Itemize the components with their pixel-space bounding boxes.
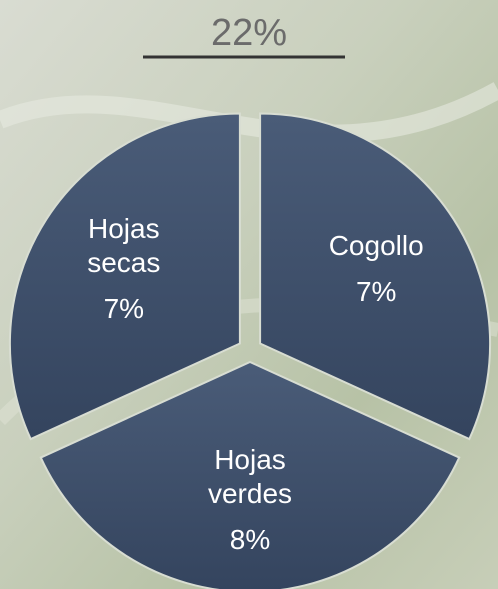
category-label: Cogollo xyxy=(328,229,424,261)
chart-title: 22% xyxy=(210,12,288,54)
category-label: Hojas secas xyxy=(87,212,161,278)
value-label: 7% xyxy=(355,275,397,307)
slice-label: Cogollo 7% xyxy=(306,229,446,309)
pie-slice xyxy=(259,112,492,441)
pie-slice xyxy=(8,112,241,441)
value-label: 8% xyxy=(229,524,271,555)
category-label: Hojas verdes xyxy=(207,444,293,509)
value-label: 7% xyxy=(103,292,145,324)
pie-slice xyxy=(39,360,461,589)
slice-label: Hojas secas 7% xyxy=(54,212,194,326)
slice-label: Hojas verdes 8% xyxy=(180,443,320,557)
